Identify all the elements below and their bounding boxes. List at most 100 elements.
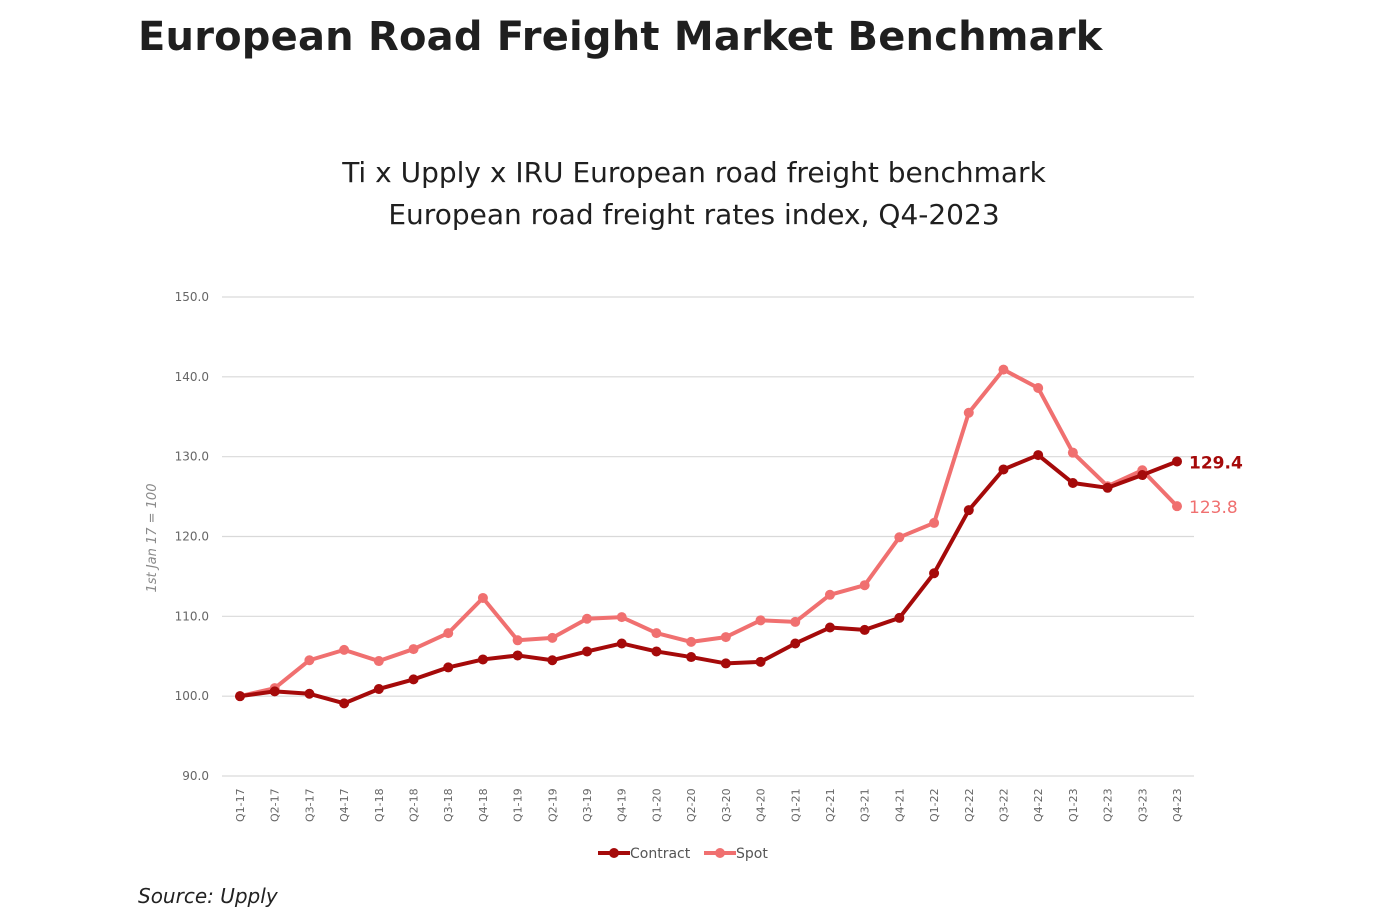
x-tick-label: Q2-17: [269, 788, 282, 822]
data-point-contract: [1102, 482, 1113, 493]
series-contract: [235, 450, 1182, 709]
data-point-contract: [651, 646, 662, 657]
y-tick-label: 130.0: [175, 450, 209, 464]
data-point-contract: [824, 622, 835, 633]
chart-subtitle: European road freight rates index, Q4-20…: [388, 198, 1000, 231]
x-tick-label: Q3-17: [303, 788, 316, 822]
data-point-contract: [582, 646, 593, 657]
x-tick-label: Q1-21: [789, 788, 802, 822]
data-point-contract: [616, 638, 627, 649]
x-tick-label: Q3-20: [720, 788, 733, 822]
data-point-spot: [790, 616, 801, 627]
data-point-contract: [269, 686, 280, 697]
x-tick-label: Q3-19: [581, 788, 594, 822]
legend-swatch-marker: [609, 848, 619, 858]
data-point-spot: [443, 628, 454, 639]
data-point-spot: [859, 580, 870, 591]
data-point-contract: [929, 568, 940, 579]
x-tick-label: Q1-23: [1067, 788, 1080, 822]
x-tick-label: Q3-21: [859, 788, 872, 822]
legend-item-contract: Contract: [598, 846, 691, 862]
data-point-contract: [408, 674, 419, 685]
legend: Contract Spot: [598, 846, 768, 862]
x-tick-label: Q4-18: [477, 788, 490, 822]
data-point-spot: [512, 635, 523, 646]
x-tick-label: Q1-19: [512, 788, 525, 822]
x-tick-label: Q1-20: [650, 788, 663, 822]
data-point-contract: [755, 656, 766, 667]
legend-item-spot: Spot: [704, 846, 768, 862]
x-tick-label: Q4-17: [338, 788, 351, 822]
x-tick-label: Q2-23: [1102, 788, 1115, 822]
data-point-contract: [998, 464, 1009, 475]
end-labels: 129.4 123.8: [1189, 453, 1243, 518]
legend-label: Contract: [630, 846, 691, 862]
data-point-spot: [998, 364, 1009, 375]
series-group: [235, 364, 1182, 709]
chart-title: Ti x Upply x IRU European road freight b…: [342, 156, 1046, 189]
x-tick-label: Q4-23: [1171, 788, 1184, 822]
x-tick-label: Q4-22: [1032, 788, 1045, 822]
data-point-contract: [1033, 450, 1044, 461]
data-point-contract: [894, 612, 905, 623]
x-tick-label: Q1-17: [234, 788, 247, 822]
end-label-spot: 123.8: [1189, 498, 1238, 518]
data-point-spot: [408, 644, 419, 655]
x-tick-label: Q3-22: [997, 788, 1010, 822]
x-axis-ticks: Q1-17 Q2-17 Q3-17 Q4-17 Q1-18 Q2-18 Q3-18 Q4-18…: [234, 788, 1184, 822]
data-point-contract: [859, 624, 870, 635]
data-point-spot: [477, 592, 488, 603]
x-tick-label: Q4-19: [616, 788, 629, 822]
data-point-contract: [339, 698, 350, 709]
y-tick-label: 120.0: [175, 530, 209, 544]
data-point-spot: [1172, 501, 1182, 512]
data-point-spot: [582, 613, 593, 624]
data-point-contract: [963, 505, 974, 516]
x-tick-label: Q2-20: [685, 788, 698, 822]
end-label-contract: 129.4: [1189, 453, 1243, 473]
y-axis-label: 1st Jan 17 = 100: [145, 484, 160, 593]
data-point-contract: [720, 658, 731, 669]
series-line-contract: [239, 453, 1178, 706]
data-point-spot: [755, 615, 766, 626]
data-point-spot: [1067, 447, 1078, 458]
data-point-contract: [373, 683, 384, 694]
data-point-spot: [547, 632, 558, 643]
legend-swatch-marker: [715, 848, 725, 858]
y-tick-label: 100.0: [175, 689, 209, 703]
gridlines: [222, 296, 1194, 777]
y-axis-ticks: 90.0 100.0 110.0 120.0 130.0 140.0 150.0: [175, 290, 209, 783]
x-tick-label: Q2-21: [824, 788, 837, 822]
data-point-contract: [512, 650, 523, 661]
data-point-spot: [686, 636, 697, 647]
y-tick-label: 90.0: [182, 769, 209, 783]
data-point-spot: [929, 517, 940, 528]
data-point-contract: [547, 655, 558, 666]
data-point-contract: [1137, 470, 1148, 481]
y-tick-label: 110.0: [175, 609, 209, 623]
y-tick-label: 150.0: [175, 290, 209, 304]
series-line-spot: [239, 367, 1179, 699]
data-point-contract: [304, 688, 315, 699]
data-point-spot: [373, 656, 384, 667]
x-tick-label: Q1-18: [373, 788, 386, 822]
data-point-spot: [720, 632, 731, 643]
data-point-spot: [304, 655, 315, 666]
data-point-contract: [477, 654, 488, 665]
data-point-contract: [790, 638, 801, 649]
data-point-spot: [651, 628, 662, 639]
data-point-contract: [235, 691, 245, 702]
x-tick-label: Q2-19: [546, 788, 559, 822]
data-point-contract: [1067, 478, 1078, 489]
series-spot: [235, 364, 1182, 702]
legend-label: Spot: [736, 846, 768, 862]
data-point-spot: [824, 589, 835, 600]
page-title: European Road Freight Market Benchmark: [138, 14, 1103, 60]
data-point-contract: [686, 652, 697, 663]
data-point-spot: [339, 644, 350, 655]
x-tick-label: Q1-22: [928, 788, 941, 822]
x-tick-label: Q2-18: [408, 788, 421, 822]
x-tick-label: Q3-18: [442, 788, 455, 822]
data-point-spot: [963, 407, 974, 418]
